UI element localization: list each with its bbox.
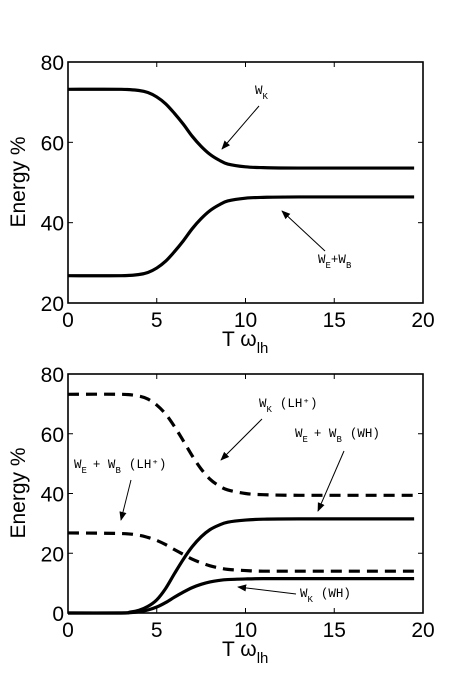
bottom-ytick-label: 20 <box>41 543 64 566</box>
bottom-arrow-web-wh <box>317 450 345 512</box>
top-xtick-label: 10 <box>234 309 257 332</box>
bottom-chart-series <box>67 392 415 615</box>
top-chart: 0 5 10 15 20 20 40 60 80 Energy % T ωlh WK WE+WB <box>7 52 435 357</box>
top-chart-series <box>67 87 415 278</box>
bottom-xtick-label: 5 <box>151 619 163 642</box>
top-xtick-label: 20 <box>411 309 434 332</box>
bottom-ytick-label: 80 <box>41 364 64 387</box>
top-xtick-label: 15 <box>323 309 346 332</box>
bottom-arrow-web-lh <box>119 479 132 521</box>
bottom-xtick-label: 15 <box>323 619 346 642</box>
bottom-chart-xlabel: T ωlh <box>222 638 268 667</box>
top-arrow-web <box>281 210 326 252</box>
top-arrow-wk <box>221 105 260 150</box>
bottom-series-line-2 <box>67 517 415 615</box>
bottom-ytick-label: 40 <box>41 484 64 507</box>
bottom-ytick-label: 0 <box>52 603 64 626</box>
bottom-annotation-wk-lh: WK (LH⁺) <box>259 397 317 415</box>
top-chart-xlabel: T ωlh <box>222 328 268 357</box>
bottom-chart-frame <box>67 373 424 614</box>
top-xtick-label: 5 <box>151 309 163 332</box>
bottom-ytick-label: 60 <box>41 424 64 447</box>
bottom-series-line-3 <box>67 577 415 615</box>
top-series-line-1 <box>67 195 415 278</box>
bottom-arrow-wk-wh <box>237 584 297 595</box>
top-annotation-web: WE+WB <box>318 253 352 271</box>
bottom-chart: 0 5 10 15 20 0 20 40 60 80 Energy % T ωlh WK (LH⁺)… <box>7 364 435 667</box>
top-chart-ticks: 0 5 10 15 20 20 40 60 80 <box>41 52 435 332</box>
top-chart-frame <box>67 61 424 304</box>
top-xtick-label: 0 <box>62 309 74 332</box>
top-ytick-label: 20 <box>41 293 64 316</box>
top-ytick-label: 80 <box>41 52 64 75</box>
bottom-annotation-web-lh: WE + WB (LH⁺) <box>74 458 166 476</box>
bottom-chart-ylabel: Energy % <box>7 447 30 538</box>
bottom-series-line-0 <box>67 392 415 497</box>
top-ytick-label: 40 <box>41 213 64 236</box>
bottom-series-line-1 <box>67 531 415 573</box>
top-ytick-label: 60 <box>41 132 64 155</box>
bottom-xtick-label: 0 <box>62 619 74 642</box>
bottom-xtick-label: 10 <box>234 619 257 642</box>
bottom-arrow-wk-lh <box>220 418 263 461</box>
bottom-xtick-label: 20 <box>411 619 434 642</box>
top-series-line-0 <box>67 87 415 170</box>
bottom-annotation-web-wh: WE + WB (WH) <box>295 427 380 445</box>
top-annotation-wk: WK <box>255 84 269 102</box>
top-chart-ylabel: Energy % <box>7 136 30 227</box>
bottom-annotation-wk-wh: WK (WH) <box>300 587 351 605</box>
bottom-chart-ticks: 0 5 10 15 20 0 20 40 60 80 <box>41 364 435 642</box>
